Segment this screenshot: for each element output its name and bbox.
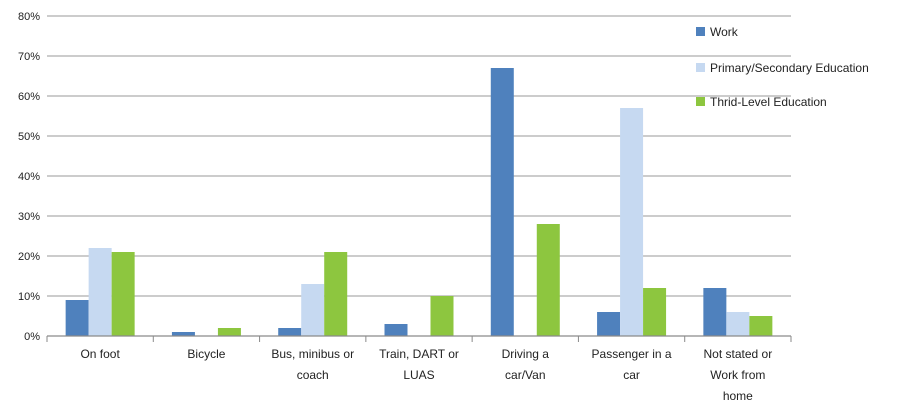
y-tick-label: 40%: [18, 171, 40, 183]
bars: [65, 68, 773, 336]
y-axis-ticks: 0% 10% 20% 30% 40% 50% 60% 70% 80%: [18, 11, 40, 343]
bar-work: [597, 312, 621, 336]
y-tick-label: 10%: [18, 291, 40, 303]
y-tick-label: 50%: [18, 131, 40, 143]
legend-swatch: [696, 97, 705, 106]
bar-thrid-level-education: [643, 288, 667, 336]
bar-work: [65, 300, 89, 336]
legend-label: Primary/Secondary Education: [710, 61, 869, 75]
bar-primary-secondary-education: [726, 312, 750, 336]
bar-primary-secondary-education: [88, 248, 112, 336]
bar-thrid-level-education: [217, 328, 241, 336]
x-category-label: Train, DART or LUAS: [379, 347, 459, 382]
legend: Work Primary/Secondary Education Thrid-Lev…: [696, 25, 869, 109]
y-tick-label: 0%: [24, 331, 40, 343]
y-tick-label: 60%: [18, 91, 40, 103]
bar-work: [384, 324, 408, 336]
legend-swatch: [696, 63, 705, 72]
bar-thrid-level-education: [430, 296, 454, 336]
y-tick-label: 70%: [18, 51, 40, 63]
bar-primary-secondary-education: [620, 108, 644, 336]
x-category-label: Passenger in a car: [592, 347, 672, 382]
y-tick-label: 20%: [18, 251, 40, 263]
x-category-label: Bus, minibus or coach: [271, 347, 354, 382]
bar-work: [490, 68, 514, 336]
x-category-label: Bicycle: [187, 347, 225, 361]
bar-work: [703, 288, 727, 336]
y-tick-label: 30%: [18, 211, 40, 223]
bar-primary-secondary-education: [301, 284, 325, 336]
legend-swatch: [696, 27, 705, 36]
bar-thrid-level-education: [324, 252, 348, 336]
bar-thrid-level-education: [749, 316, 773, 336]
x-category-label: On foot: [80, 347, 120, 361]
gridlines: [47, 15, 791, 337]
legend-label: Work: [710, 25, 739, 39]
y-tick-label: 80%: [18, 11, 40, 23]
legend-label: Thrid-Level Education: [710, 95, 827, 109]
bar-thrid-level-education: [111, 252, 135, 336]
x-category-label: Not stated or Work from home: [704, 347, 773, 402]
bar-thrid-level-education: [536, 224, 560, 336]
bar-work: [171, 332, 195, 336]
x-category-label: Driving a car/Van: [502, 347, 550, 382]
bar-work: [278, 328, 302, 336]
x-axis: On foot Bicycle Bus, minibus or coach Train,…: [46, 335, 792, 402]
